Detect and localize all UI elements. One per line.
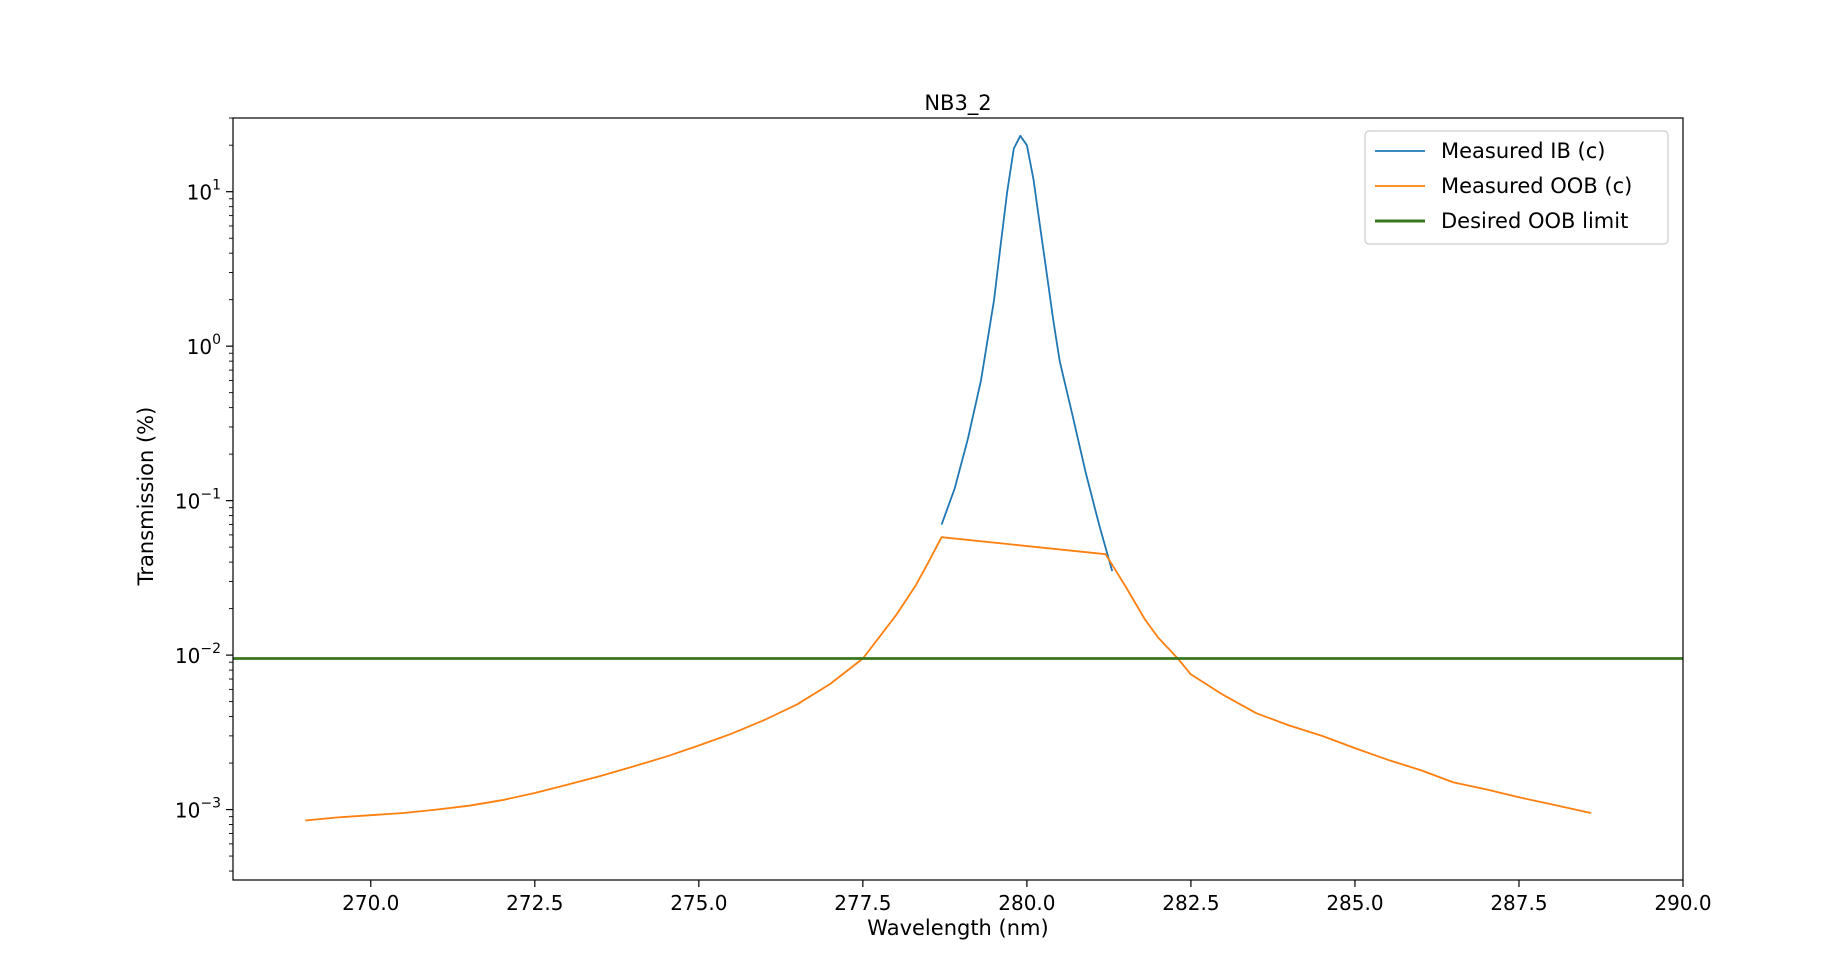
- legend-label: Desired OOB limit: [1441, 209, 1628, 233]
- legend-box: [1364, 130, 1669, 245]
- x-axis-label: Wavelength (nm): [867, 916, 1048, 940]
- y-axis-label: Transmission (%): [134, 407, 158, 587]
- x-tick-label: 282.5: [1162, 891, 1219, 915]
- x-tick-label: 285.0: [1326, 891, 1383, 915]
- x-tick-label: 272.5: [506, 891, 563, 915]
- plot-frame: [232, 117, 1684, 881]
- legend-label: Measured IB (c): [1441, 139, 1605, 163]
- series-line-2: [305, 536, 1592, 822]
- x-tick-label: 275.0: [670, 891, 727, 915]
- x-tick-label: 280.0: [998, 891, 1055, 915]
- y-tick-label: 10−2: [175, 641, 221, 668]
- chart-title: NB3_2: [924, 91, 991, 116]
- x-tick-label: 270.0: [342, 891, 399, 915]
- x-tick-label: 290.0: [1654, 891, 1711, 915]
- x-axis: 270.0 272.5 275.0 277.5 280.0 282.5 285.0 287.5…: [342, 880, 1712, 915]
- legend: Measured IB (c) Measured OOB (c) Desired O…: [1364, 130, 1669, 245]
- y-tick-label: 10−3: [175, 796, 221, 823]
- series-line-1: [940, 134, 1114, 572]
- plot-area: [232, 117, 1684, 881]
- x-tick-label: 277.5: [834, 891, 891, 915]
- x-tick-label: 287.5: [1490, 891, 1547, 915]
- legend-label: Measured OOB (c): [1441, 174, 1632, 198]
- y-tick-label: 10−1: [175, 487, 221, 514]
